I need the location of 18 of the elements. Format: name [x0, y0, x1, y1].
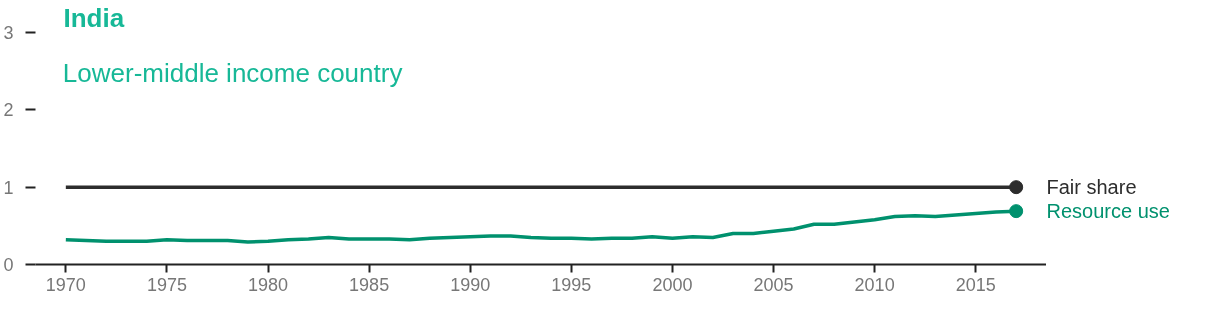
chart-title: India	[63, 2, 125, 33]
x-tick-label: 1980	[248, 274, 289, 295]
x-tick-label: 1995	[551, 274, 592, 295]
series-label: Fair share	[1046, 176, 1137, 199]
x-tick-label: 1975	[146, 274, 187, 295]
x-tick-label: 2000	[652, 274, 693, 295]
y-tick-label: 3	[3, 23, 14, 43]
x-tick-label: 2010	[854, 274, 895, 295]
y-tick-label: 1	[3, 177, 14, 198]
y-tick-label: 0	[3, 255, 14, 275]
x-tick-label: 1970	[45, 274, 86, 295]
text: Lower-middle income country	[62, 57, 403, 88]
y-tick-label: 2	[3, 100, 14, 121]
series-label: Resource use	[1046, 200, 1170, 223]
x-tick-label: 1985	[349, 274, 390, 295]
x-tick-label: 1990	[450, 274, 491, 295]
x-tick-label: 2005	[753, 274, 794, 295]
x-tick-label: 2015	[955, 274, 996, 295]
